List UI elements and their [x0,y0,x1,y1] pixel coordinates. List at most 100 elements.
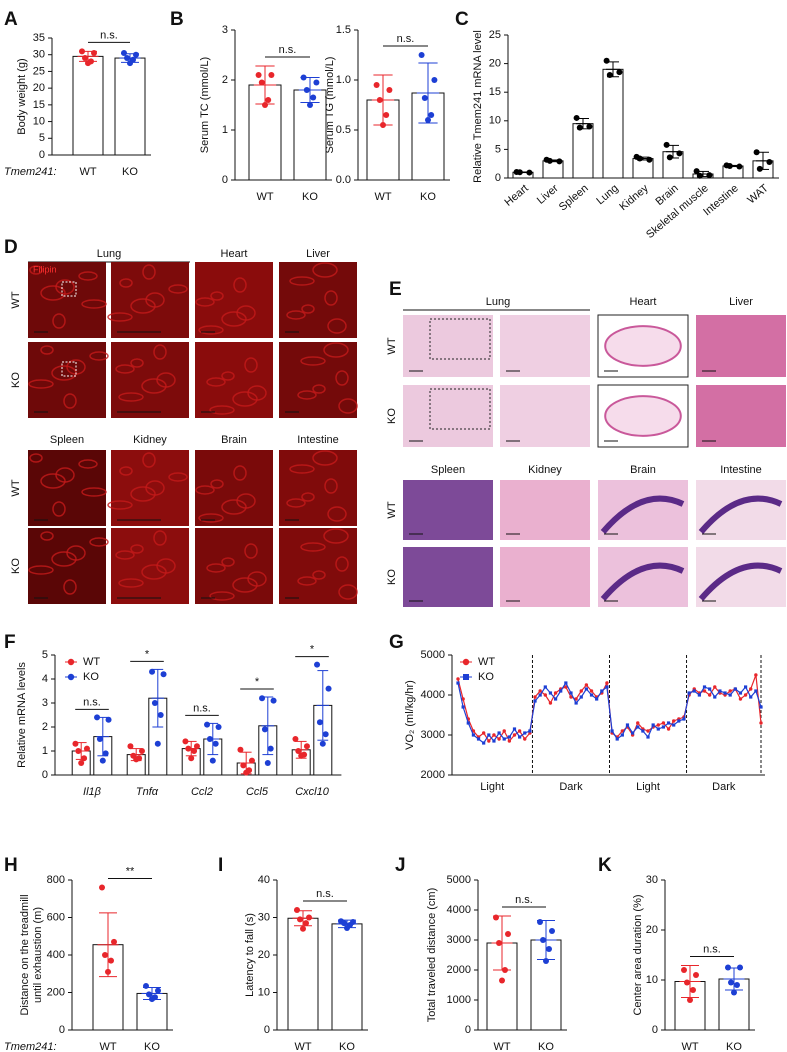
data-point [258,79,265,86]
data-point [268,72,275,78]
legend-marker [462,658,470,666]
series-marker [456,677,460,681]
data-point [576,124,583,131]
data-point [185,745,192,752]
series-marker [661,725,666,729]
significance-label: n.s. [397,33,415,45]
zoom-box [61,361,77,377]
data-point [706,172,713,179]
tissue-texture [81,299,107,309]
image-header: Spleen [50,434,84,446]
tissue-texture [335,370,349,386]
micrograph [598,547,688,607]
significance-label: n.s. [515,894,533,906]
data-point [265,97,272,103]
data-point [102,750,109,757]
series-marker [518,735,522,739]
y-tick-label: 10 [489,115,501,127]
data-point [243,769,250,776]
series-marker [661,721,666,725]
tissue-texture [130,544,144,554]
data-point [380,122,386,128]
x-tick-label: Il1β [83,786,102,798]
data-point [676,150,683,157]
zoom-box [429,388,491,430]
micrograph [403,480,493,540]
series-marker [589,689,594,693]
data-point [502,967,508,973]
y-axis-title: Body weight (g) [16,58,28,134]
tissue-shape [698,495,783,534]
panel-letter: D [4,237,18,258]
data-point [188,755,195,762]
series-marker [548,701,553,705]
y-tick-label: 2 [222,74,228,86]
data-point [157,712,164,718]
x-tick-label: KO [538,1041,554,1052]
series-marker [600,689,604,693]
series-marker [728,693,732,697]
data-point [373,82,380,88]
tissue-texture [28,379,54,389]
series-marker [728,689,732,693]
data-point [82,55,88,62]
series-marker [754,673,758,677]
x-tick-label: WT [681,1041,698,1052]
legend-label: WT [478,656,495,668]
series-marker [456,681,460,685]
y-tick-label: 0.0 [336,174,351,186]
data-point [149,996,155,1003]
y-tick-label: 0 [59,1024,65,1036]
y-tick-label: 4000 [447,904,471,916]
tissue-texture [323,342,349,358]
data-point [111,938,117,945]
y-axis-title: Center area duration (%) [632,894,644,1015]
tissue-texture [40,285,66,301]
series-marker [502,729,506,733]
series-marker [672,723,676,727]
data-point [206,736,213,742]
tissue-texture [89,537,109,547]
series-marker [702,689,707,693]
y-tick-label: 3000 [447,934,471,946]
data-point [151,700,158,706]
series-marker [461,705,465,709]
data-point [303,743,310,750]
x-tick-label: WAT [745,182,771,206]
y-tick-label: 0.5 [336,124,351,136]
data-point [319,740,326,747]
significance-label: * [310,644,315,656]
data-point [138,748,145,754]
data-point [586,123,593,130]
row-label: WT [386,501,398,518]
data-point [215,724,222,730]
tissue-texture [232,577,258,593]
y-tick-label: 5 [39,132,45,144]
panel-letter: I [218,855,223,876]
data-point [421,95,428,101]
tissue-texture [52,501,66,517]
data-point [526,169,533,176]
zoom-box [61,281,77,297]
tissue-texture [28,565,54,575]
data-point [499,977,505,984]
significance-label: * [255,676,260,688]
data-point [516,169,523,176]
tissue-shape [600,562,685,601]
series-marker [646,729,650,733]
x-tick-label: WT [294,1041,311,1052]
y-tick-label: 10 [33,115,45,127]
data-point [160,671,167,678]
y-tick-label: 0 [42,769,48,781]
series-marker [636,721,640,725]
data-point [537,919,543,925]
tissue-texture [301,492,315,502]
micrograph [696,315,786,377]
image-header: Liver [306,248,330,260]
y-tick-label: 2000 [447,964,471,976]
tissue-texture [168,472,188,482]
y-axis-title: Total traveled distance (cm) [426,888,438,1023]
series-marker [666,721,671,725]
tissue-texture [29,265,43,275]
data-point [383,112,390,118]
